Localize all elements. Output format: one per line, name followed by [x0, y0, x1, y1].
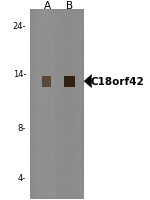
Text: 14-: 14- [13, 69, 26, 78]
Bar [36, 10, 54, 198]
Bar [30, 10, 83, 198]
Text: C18orf42: C18orf42 [90, 77, 144, 87]
Bar [42, 76, 51, 87]
Bar [58, 10, 77, 198]
Text: B: B [66, 1, 74, 11]
Text: 4-: 4- [18, 173, 26, 182]
Text: 8-: 8- [18, 123, 26, 132]
Polygon shape [84, 75, 92, 88]
Text: 24-: 24- [13, 22, 26, 30]
Bar [64, 76, 75, 87]
Text: A: A [44, 1, 51, 11]
